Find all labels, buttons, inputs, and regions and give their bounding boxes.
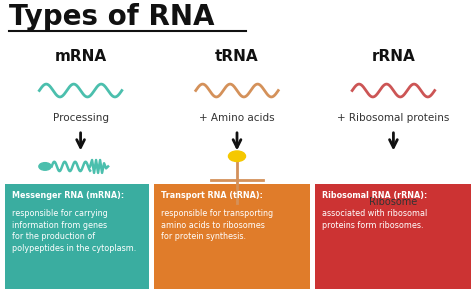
Text: Types of RNA: Types of RNA	[9, 3, 215, 31]
FancyBboxPatch shape	[5, 184, 149, 289]
Text: associated with ribosomal
proteins form ribosomes.: associated with ribosomal proteins form …	[322, 209, 428, 230]
Text: responsible for carrying
information from genes
for the production of
polypeptid: responsible for carrying information fro…	[12, 209, 136, 253]
Text: tRNA: tRNA	[215, 49, 259, 64]
Text: Processing: Processing	[53, 113, 109, 123]
Text: Ribosomal RNA (rRNA):: Ribosomal RNA (rRNA):	[322, 191, 428, 200]
Text: rRNA: rRNA	[372, 49, 415, 64]
Text: + Amino acids: + Amino acids	[199, 113, 275, 123]
Text: mRNA: mRNA	[55, 49, 107, 64]
Text: Messenger RNA (mRNA):: Messenger RNA (mRNA):	[12, 191, 124, 200]
Text: responsible for transporting
amino acids to ribosomes
for protein synthesis.: responsible for transporting amino acids…	[161, 209, 273, 241]
FancyBboxPatch shape	[154, 184, 310, 289]
FancyBboxPatch shape	[315, 184, 471, 289]
Text: Transport RNA (tRNA):: Transport RNA (tRNA):	[161, 191, 263, 200]
Circle shape	[39, 163, 51, 170]
Circle shape	[228, 151, 246, 161]
Text: Ribosome: Ribosome	[369, 197, 418, 206]
Text: + Ribosomal proteins: + Ribosomal proteins	[337, 113, 450, 123]
